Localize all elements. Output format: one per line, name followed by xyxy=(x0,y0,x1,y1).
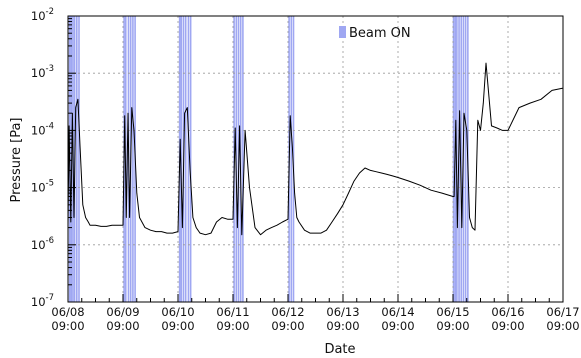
y-tick-label: 10-4 xyxy=(31,121,54,137)
y-tick-label: 10-3 xyxy=(31,64,54,80)
x-tick-label-time: 09:00 xyxy=(381,319,414,333)
axis-ticks xyxy=(67,15,564,303)
y-axis-title: Pressure [Pa] xyxy=(9,117,24,202)
x-tick-label-time: 09:00 xyxy=(326,319,359,333)
x-tick-label-time: 09:00 xyxy=(271,319,304,333)
y-tick-label: 10-2 xyxy=(31,7,54,23)
x-tick-labels: 06/0809:0006/0909:0006/1009:0006/1109:00… xyxy=(51,305,579,333)
y-tick-exponent: -2 xyxy=(46,7,54,17)
pressure-series xyxy=(67,62,564,236)
x-tick-label-time: 09:00 xyxy=(51,319,84,333)
x-tick-label-date: 06/15 xyxy=(436,305,469,319)
y-tick-label: 10-5 xyxy=(31,179,54,195)
x-tick-label-time: 09:00 xyxy=(436,319,469,333)
pressure-line xyxy=(67,62,564,236)
x-axis-title: Date xyxy=(324,342,355,357)
y-tick-exponent: -5 xyxy=(46,179,54,189)
legend: Beam ON xyxy=(339,26,411,41)
x-tick-label-time: 09:00 xyxy=(546,319,579,333)
x-tick-label-time: 09:00 xyxy=(216,319,249,333)
x-tick-label-date: 06/09 xyxy=(106,305,139,319)
x-tick-label-time: 09:00 xyxy=(106,319,139,333)
y-tick-exponent: -3 xyxy=(46,64,54,74)
y-tick-exponent: -4 xyxy=(46,121,54,131)
x-tick-label-date: 06/16 xyxy=(491,305,524,319)
plot-frame xyxy=(67,15,564,303)
gridlines xyxy=(68,16,563,302)
y-tick-label: 10-6 xyxy=(31,236,54,252)
x-tick-label-date: 06/10 xyxy=(161,305,194,319)
legend-label: Beam ON xyxy=(349,26,411,41)
x-tick-label-time: 09:00 xyxy=(491,319,524,333)
y-tick-exponent: -7 xyxy=(46,293,54,303)
x-tick-label-date: 06/08 xyxy=(51,305,84,319)
x-tick-label-date: 06/14 xyxy=(381,305,414,319)
x-tick-label-date: 06/11 xyxy=(216,305,249,319)
x-tick-label-date: 06/13 xyxy=(326,305,359,319)
y-tick-labels: 10-710-610-510-410-310-2 xyxy=(31,7,54,309)
y-tick-exponent: -6 xyxy=(46,236,54,246)
legend-swatch xyxy=(339,26,346,38)
x-tick-label-time: 09:00 xyxy=(161,319,194,333)
beam-on-bands xyxy=(68,16,469,302)
x-tick-label-date: 06/12 xyxy=(271,305,304,319)
x-tick-label-date: 06/17 xyxy=(546,305,579,319)
